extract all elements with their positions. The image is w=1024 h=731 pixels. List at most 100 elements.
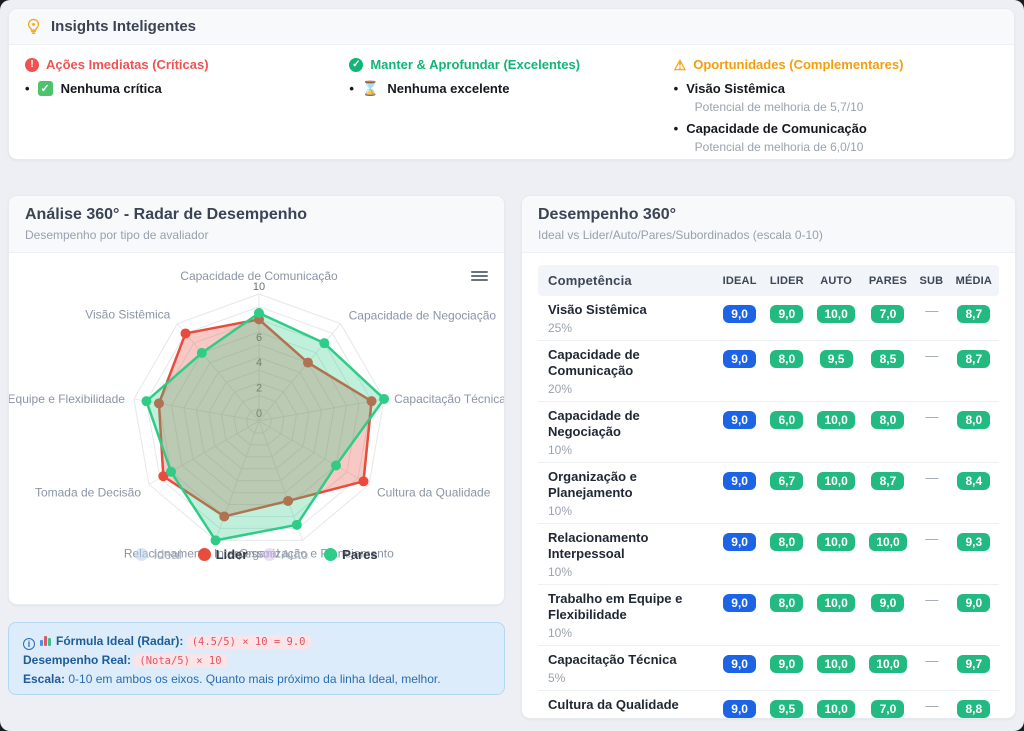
radar-axis-line [258, 398, 385, 422]
score-badge: 8,0 [770, 533, 804, 551]
table-row: Capacidade de Comunicação 20% 9,0 8,0 9,5 8,5… [538, 340, 999, 402]
radar-grid-ring [183, 344, 335, 494]
score-badge: 9,0 [871, 594, 905, 612]
legend-item-ideal[interactable]: Ideal [135, 547, 182, 562]
radar-data-point[interactable] [330, 460, 341, 471]
radar-data-point[interactable] [141, 396, 152, 407]
no-value-dash: — [925, 303, 938, 318]
competency-name: Organização e Planejamento [548, 469, 637, 500]
score-badge: 10,0 [817, 533, 855, 551]
insight-item: • ⌛ Nenhuma excelente [349, 80, 510, 97]
radar-data-point[interactable] [319, 338, 330, 349]
legend-item-auto[interactable]: Auto [263, 547, 308, 562]
radar-data-point[interactable] [210, 535, 221, 546]
radar-data-point[interactable] [358, 476, 369, 487]
score-badge: 9,5 [819, 350, 853, 368]
competency-weight: 5% [548, 716, 714, 718]
score-badge: 9,0 [723, 411, 757, 429]
check-circle-icon: ✓ [349, 57, 364, 72]
score-badge: 9,0 [770, 655, 804, 673]
insight-column-title: ! Ações Imediatas (Críticas) [25, 57, 349, 72]
legend-item-pares[interactable]: Pares [324, 547, 378, 562]
table-panel-subtitle: Ideal vs Lider/Auto/Pares/Subordinados (… [538, 228, 823, 242]
score-badge: 10,0 [817, 655, 855, 673]
no-value-dash: — [925, 409, 938, 424]
radar-grid-ring [233, 395, 285, 446]
radar-data-point[interactable] [366, 396, 377, 407]
competency-weight: 10% [548, 565, 573, 579]
competency-name: Cultura da Qualidade [548, 697, 679, 712]
radar-data-point[interactable] [196, 347, 207, 358]
competency-name: Capacitação Técnica [548, 652, 677, 667]
formula-real-code: (Nota/5) × 10 [134, 654, 227, 668]
legend-marker [135, 548, 149, 561]
formula-real-label: Desempenho Real: [23, 653, 132, 667]
insight-column: ! Ações Imediatas (Críticas) • ✓ Nenhuma crí… [25, 57, 349, 159]
radar-data-point[interactable] [166, 466, 177, 477]
table-header-cell: Competência [538, 265, 716, 296]
radar-panel-subtitle: Desempenho por tipo de avaliador [25, 228, 209, 242]
score-badge: 9,3 [957, 533, 991, 551]
radar-data-point[interactable] [379, 393, 390, 404]
insight-item-label: Capacidade de Comunicação [686, 121, 867, 136]
score-badge: 10,0 [817, 472, 855, 490]
radar-data-point[interactable] [291, 519, 302, 530]
radar-grid-ring [158, 318, 360, 517]
radar-panel-title: Análise 360° - Radar de Desempenho [25, 206, 308, 223]
score-badge: 9,0 [723, 472, 757, 490]
alert-circle-icon: ! [25, 57, 39, 72]
score-badge: 9,0 [723, 655, 757, 673]
chart-menu-button[interactable] [471, 271, 488, 283]
table-header-row: Competência IDEAL LIDER AUTO PARES SUB MÉDIA [538, 265, 999, 296]
score-badge: 8,7 [957, 350, 991, 368]
radar-data-point[interactable] [153, 398, 164, 409]
radar-category-label: Visão Sistêmica [85, 308, 170, 322]
no-value-dash: — [925, 531, 938, 546]
radar-category-label: Capacidade de Comunicação [180, 269, 338, 283]
formula-line-real: Desempenho Real: (Nota/5) × 10 [23, 651, 490, 670]
no-value-dash: — [925, 592, 938, 607]
radar-category-label: Organização e Planejamento [239, 546, 394, 560]
radar-chart: 0246810Capacidade de ComunicaçãoCapacida… [9, 269, 505, 560]
radar-data-point[interactable] [254, 308, 264, 319]
competency-name: Relacionamento Interpessoal [548, 530, 649, 561]
score-badge: 10,0 [817, 594, 855, 612]
competency-weight: 10% [548, 443, 573, 457]
performance-table: Competência IDEAL LIDER AUTO PARES SUB MÉDIA V… [538, 265, 999, 718]
radar-tick-label: 2 [256, 383, 262, 395]
score-badge: 9,0 [770, 305, 804, 323]
radar-data-point[interactable] [302, 357, 313, 368]
radar-panel: Análise 360° - Radar de Desempenho Desem… [8, 195, 505, 605]
radar-tick-label: 10 [253, 281, 265, 293]
competency-weight: 5% [548, 671, 566, 685]
insight-column-title: ⚠ Oportunidades (Complementares) [673, 56, 904, 73]
legend-label: Pares [342, 547, 378, 562]
radar-grid-ring [245, 407, 273, 434]
formula-line-ideal: i Fórmula Ideal (Radar): (4.5/5) × 10 = 9… [23, 632, 490, 651]
radar-series-lider [157, 318, 373, 518]
score-badge: 8,0 [770, 350, 804, 368]
competency-name: Capacidade de Negociação [548, 408, 640, 439]
no-value-dash: — [925, 470, 938, 485]
score-badge: 8,5 [871, 350, 905, 368]
table-panel-header: Desempenho 360° Ideal vs Lider/Auto/Pare… [522, 196, 1015, 253]
table-row: Visão Sistêmica 25% 9,0 9,0 10,0 7,0 — 8,7 [538, 296, 999, 341]
radar-category-label: Capacitação Técnica [394, 392, 505, 406]
score-badge: 6,0 [770, 411, 804, 429]
radar-grid-ring [195, 356, 323, 482]
competency-name: Capacidade de Comunicação [548, 347, 640, 378]
radar-panel-header: Análise 360° - Radar de Desempenho Desem… [9, 196, 504, 253]
radar-tick-label: 0 [256, 408, 262, 420]
table-wrap: Competência IDEAL LIDER AUTO PARES SUB MÉDIA V… [522, 253, 1015, 718]
radar-data-point[interactable] [158, 471, 169, 482]
competency-name: Trabalho em Equipe e Flexibilidade [548, 591, 683, 622]
table-row: Relacionamento Interpessoal 10% 9,0 8,0 10,0… [538, 523, 999, 585]
radar-data-point[interactable] [180, 328, 191, 339]
competency-weight: 10% [548, 504, 573, 518]
check-square-icon: ✓ [37, 81, 53, 96]
insight-item-sub: Potencial de melhoria de 6,0/10 [694, 140, 864, 154]
legend-item-lider[interactable]: Lider [197, 547, 247, 562]
radar-data-point[interactable] [283, 495, 294, 506]
no-value-dash: — [925, 348, 938, 363]
radar-data-point[interactable] [219, 511, 230, 522]
